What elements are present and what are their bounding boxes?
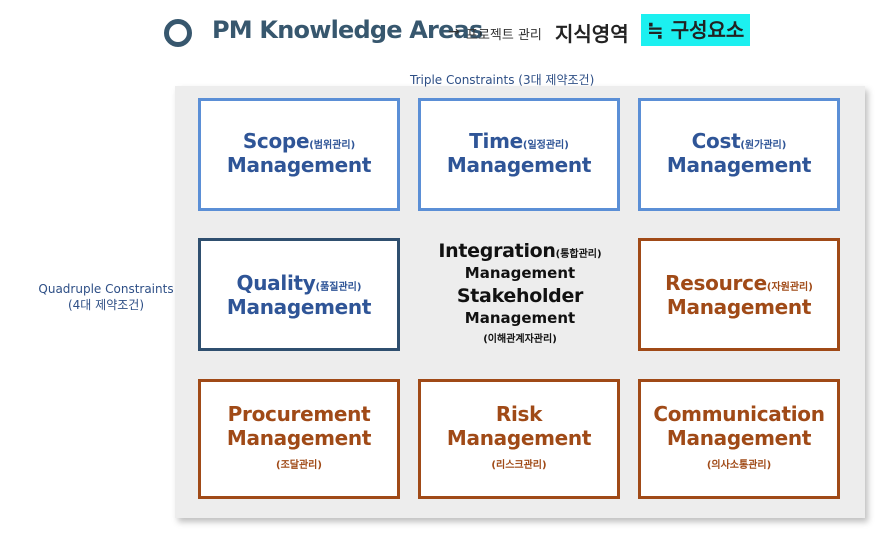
title-highlight: ≒ 구성요소 — [641, 14, 751, 46]
arrow-icon: → — [448, 24, 460, 40]
scope-management-box: Scope(범위관리) Management — [198, 98, 400, 211]
title-main: PM Knowledge Areas — [212, 16, 483, 44]
time-management-box: Time(일정관리) Management — [418, 98, 620, 211]
circle-icon — [164, 19, 192, 47]
quality-mgmt: Management — [226, 295, 372, 319]
scope-mgmt: Management — [226, 153, 372, 177]
resource-ko: (자원관리) — [766, 282, 813, 293]
integration-stakeholder-center: Integration(통합관리) Management Stakeholder… — [420, 240, 620, 345]
communication-mgmt: Management — [666, 426, 812, 450]
communication-title: Communication — [653, 402, 825, 426]
risk-mgmt: Management — [446, 426, 592, 450]
scope-ko: (범위관리) — [309, 140, 356, 151]
cost-management-box: Cost(원가관리) Management — [638, 98, 840, 211]
quad-line-2: (4대 제약조건) — [67, 298, 144, 312]
resource-mgmt: Management — [666, 295, 812, 319]
integration-mgmt: Management — [464, 264, 576, 282]
stakeholder-mgmt: Management — [464, 309, 576, 327]
quality-management-box: Quality(품질관리) Management — [198, 238, 400, 351]
risk-ko: (리스크관리) — [491, 460, 547, 471]
time-title: Time — [469, 129, 523, 153]
stakeholder-ko: (이해관계자관리) — [483, 334, 557, 345]
cost-ko: (원가관리) — [740, 140, 787, 151]
risk-title: Risk — [495, 402, 543, 426]
stakeholder-title: Stakeholder — [456, 285, 584, 307]
page-title: PM Knowledge Areas → 프로젝트 관리 지식영역 ≒ 구성요소 — [0, 14, 888, 50]
scope-title: Scope — [242, 129, 310, 153]
resource-title: Resource — [665, 271, 767, 295]
risk-management-box: Risk Management (리스크관리) — [418, 379, 620, 499]
procurement-management-box: Procurement Management (조달관리) — [198, 379, 400, 499]
quad-line-1: Quadruple Constraints — [38, 282, 174, 296]
integration-ko: (통합관리) — [555, 249, 602, 260]
communication-management-box: Communication Management (의사소통관리) — [638, 379, 840, 499]
title-ko-big: 지식영역 — [555, 22, 629, 46]
quality-title: Quality — [236, 271, 316, 295]
triple-constraints-label: Triple Constraints (3대 제약조건) — [410, 73, 595, 87]
time-mgmt: Management — [446, 153, 592, 177]
quadruple-constraints-label: Quadruple Constraints (4대 제약조건) — [22, 281, 190, 313]
quality-ko: (품질관리) — [315, 282, 362, 293]
integration-title: Integration — [438, 240, 556, 262]
communication-ko: (의사소통관리) — [706, 460, 772, 471]
procurement-ko: (조달관리) — [276, 460, 322, 471]
cost-mgmt: Management — [666, 153, 812, 177]
resource-management-box: Resource(자원관리) Management — [638, 238, 840, 351]
procurement-title: Procurement — [227, 402, 371, 426]
time-ko: (일정관리) — [522, 140, 569, 151]
procurement-mgmt: Management — [226, 426, 372, 450]
title-ko-small: 프로젝트 관리 — [466, 28, 542, 43]
cost-title: Cost — [691, 129, 741, 153]
